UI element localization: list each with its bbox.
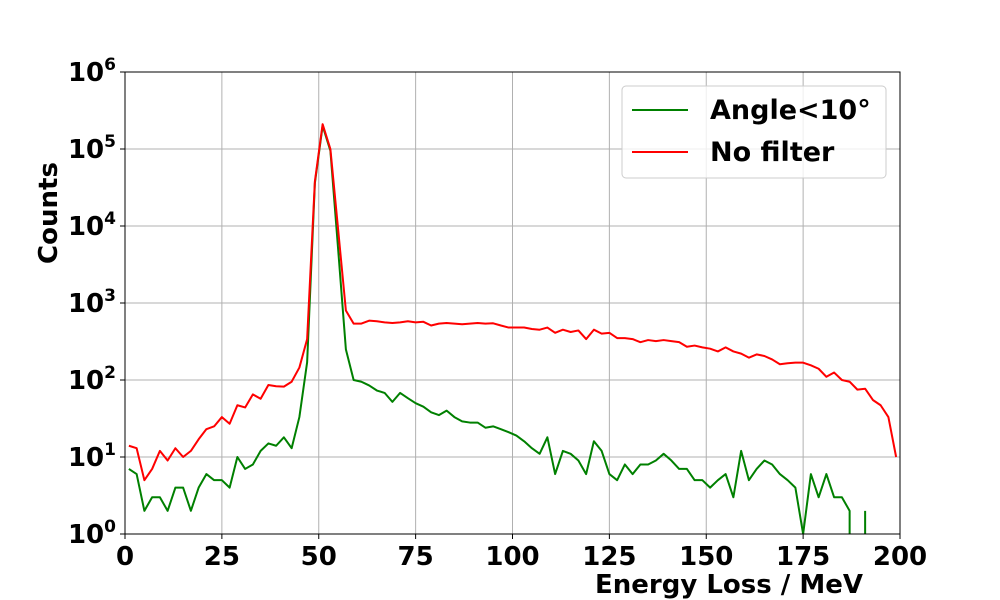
x-axis-ticks: 0 25 50 75 100 125 150 175 200: [116, 534, 927, 572]
x-tick-label: 200: [873, 542, 927, 572]
legend-label-0: Angle<10°: [710, 95, 871, 126]
y-tick-label: 104: [68, 209, 116, 242]
legend: Angle<10° No filter: [621, 85, 887, 179]
y-tick-label: 102: [68, 363, 116, 396]
y-tick-label: 106: [68, 55, 116, 88]
y-tick-label: 103: [68, 286, 116, 319]
x-tick-label: 75: [398, 542, 434, 572]
x-tick-label: 25: [204, 542, 240, 572]
x-tick-label: 0: [116, 542, 134, 572]
series-layer: [128, 123, 898, 534]
x-tick-label: 100: [485, 542, 539, 572]
y-tick-label: 105: [68, 132, 116, 165]
series-line-0: [128, 124, 867, 534]
x-tick-label: 150: [679, 542, 733, 572]
x-tick-label: 50: [301, 542, 337, 572]
y-tick-label: 100: [68, 517, 116, 550]
y-axis-label: Counts: [34, 162, 64, 264]
series-line-1: [128, 123, 898, 482]
x-tick-label: 125: [582, 542, 636, 572]
x-tick-label: 175: [776, 542, 830, 572]
y-axis-ticks: 100 101 102 103 104 105 106: [68, 55, 125, 550]
x-axis-label: Energy Loss / MeV: [595, 570, 863, 600]
y-tick-label: 101: [68, 440, 116, 473]
legend-label-1: No filter: [710, 137, 835, 168]
